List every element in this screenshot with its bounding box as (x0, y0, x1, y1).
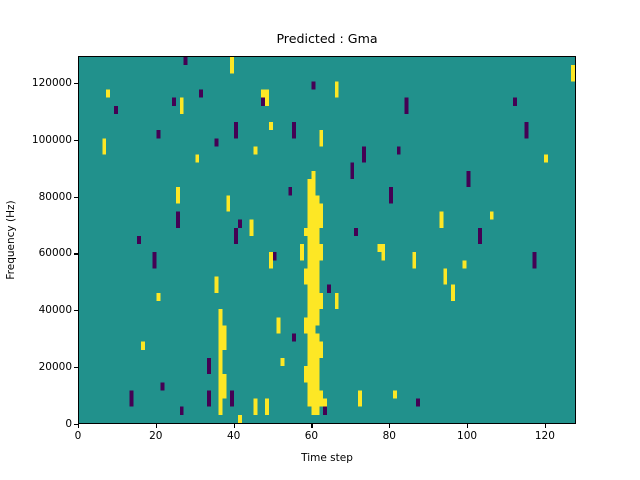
x-tick-label: 120 (534, 430, 555, 442)
x-tick-mark (544, 424, 546, 428)
y-tick-mark (74, 253, 78, 255)
x-tick-label: 80 (382, 430, 396, 442)
page-title: Predicted : Gma (276, 31, 378, 46)
x-axis-label: Time step (301, 452, 353, 464)
y-tick-mark (74, 82, 78, 85)
y-tick-label: 120000 (31, 76, 72, 89)
x-tick-mark (78, 424, 80, 428)
x-tick-label: 0 (74, 430, 82, 442)
x-tick-mark (311, 424, 313, 428)
y-tick-label: 100000 (31, 133, 72, 146)
y-tick-label: 0 (65, 418, 72, 430)
y-tick-label: 60000 (38, 247, 72, 260)
y-tick-mark (74, 139, 78, 141)
y-tick-mark (74, 424, 78, 426)
x-tick-mark (389, 424, 391, 428)
x-tick-mark (155, 424, 157, 428)
y-tick-label: 80000 (38, 190, 72, 203)
y-tick-label: 40000 (38, 304, 72, 317)
heatmap-plot-area (78, 56, 576, 424)
y-axis-label: Frequency (Hz) (5, 200, 17, 280)
heatmap-image (79, 57, 575, 423)
x-tick-mark (233, 424, 235, 428)
x-tick-label: 40 (226, 430, 241, 442)
y-tick-mark (74, 196, 78, 198)
y-tick-label: 20000 (38, 361, 72, 374)
y-tick-mark (74, 310, 78, 312)
x-tick-label: 100 (457, 430, 478, 442)
x-tick-label: 60 (304, 430, 319, 442)
x-tick-label: 20 (149, 430, 163, 442)
x-tick-mark (467, 424, 469, 428)
y-tick-mark (74, 367, 78, 369)
